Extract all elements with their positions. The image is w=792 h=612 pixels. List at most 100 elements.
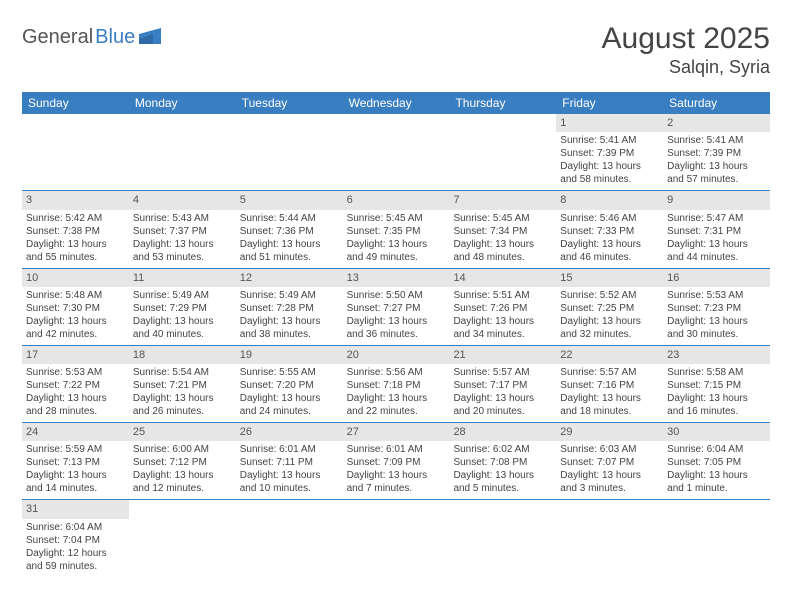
calendar-cell: 8Sunrise: 5:46 AMSunset: 7:33 PMDaylight… xyxy=(556,191,663,267)
calendar-cell: 22Sunrise: 5:57 AMSunset: 7:16 PMDayligh… xyxy=(556,346,663,422)
cell-body xyxy=(449,519,556,569)
sunset-text: Sunset: 7:27 PM xyxy=(347,302,446,315)
cell-body: Sunrise: 5:58 AMSunset: 7:15 PMDaylight:… xyxy=(663,364,770,422)
calendar-cell xyxy=(236,500,343,576)
daylight-text-2: and 3 minutes. xyxy=(560,482,659,495)
sunrise-text: Sunrise: 5:42 AM xyxy=(26,212,125,225)
day-header: Tuesday xyxy=(236,92,343,114)
daylight-text-1: Daylight: 13 hours xyxy=(667,315,766,328)
cell-body: Sunrise: 5:44 AMSunset: 7:36 PMDaylight:… xyxy=(236,210,343,268)
day-number: 13 xyxy=(343,269,450,287)
cell-body: Sunrise: 5:59 AMSunset: 7:13 PMDaylight:… xyxy=(22,441,129,499)
sunrise-text: Sunrise: 6:01 AM xyxy=(240,443,339,456)
daylight-text-1: Daylight: 13 hours xyxy=(667,392,766,405)
calendar-cell xyxy=(129,500,236,576)
day-number: 17 xyxy=(22,346,129,364)
cell-body: Sunrise: 5:47 AMSunset: 7:31 PMDaylight:… xyxy=(663,210,770,268)
cell-body: Sunrise: 6:01 AMSunset: 7:09 PMDaylight:… xyxy=(343,441,450,499)
day-number xyxy=(236,114,343,132)
calendar-cell: 21Sunrise: 5:57 AMSunset: 7:17 PMDayligh… xyxy=(449,346,556,422)
daylight-text-1: Daylight: 13 hours xyxy=(133,469,232,482)
day-number: 9 xyxy=(663,191,770,209)
day-number: 8 xyxy=(556,191,663,209)
cell-body xyxy=(663,519,770,569)
sunset-text: Sunset: 7:31 PM xyxy=(667,225,766,238)
sunrise-text: Sunrise: 5:59 AM xyxy=(26,443,125,456)
day-header: Monday xyxy=(129,92,236,114)
calendar-cell xyxy=(449,500,556,576)
calendar-cell: 5Sunrise: 5:44 AMSunset: 7:36 PMDaylight… xyxy=(236,191,343,267)
sunset-text: Sunset: 7:23 PM xyxy=(667,302,766,315)
calendar-cell: 28Sunrise: 6:02 AMSunset: 7:08 PMDayligh… xyxy=(449,423,556,499)
daylight-text-2: and 53 minutes. xyxy=(133,251,232,264)
sunrise-text: Sunrise: 5:43 AM xyxy=(133,212,232,225)
daylight-text-2: and 26 minutes. xyxy=(133,405,232,418)
daylight-text-1: Daylight: 13 hours xyxy=(133,392,232,405)
daylight-text-2: and 38 minutes. xyxy=(240,328,339,341)
cell-body: Sunrise: 5:41 AMSunset: 7:39 PMDaylight:… xyxy=(556,132,663,190)
cell-body: Sunrise: 5:42 AMSunset: 7:38 PMDaylight:… xyxy=(22,210,129,268)
cell-body: Sunrise: 5:41 AMSunset: 7:39 PMDaylight:… xyxy=(663,132,770,190)
daylight-text-1: Daylight: 13 hours xyxy=(240,469,339,482)
daylight-text-1: Daylight: 13 hours xyxy=(667,238,766,251)
day-number: 4 xyxy=(129,191,236,209)
daylight-text-2: and 12 minutes. xyxy=(133,482,232,495)
daylight-text-2: and 7 minutes. xyxy=(347,482,446,495)
daylight-text-1: Daylight: 13 hours xyxy=(667,469,766,482)
sunrise-text: Sunrise: 5:53 AM xyxy=(667,289,766,302)
cell-body xyxy=(129,519,236,569)
sunrise-text: Sunrise: 6:04 AM xyxy=(26,521,125,534)
day-number xyxy=(129,500,236,518)
sunset-text: Sunset: 7:21 PM xyxy=(133,379,232,392)
sunset-text: Sunset: 7:07 PM xyxy=(560,456,659,469)
sunrise-text: Sunrise: 5:45 AM xyxy=(347,212,446,225)
daylight-text-1: Daylight: 13 hours xyxy=(453,315,552,328)
daylight-text-1: Daylight: 13 hours xyxy=(133,238,232,251)
daylight-text-1: Daylight: 13 hours xyxy=(560,238,659,251)
daylight-text-2: and 28 minutes. xyxy=(26,405,125,418)
daylight-text-1: Daylight: 13 hours xyxy=(240,238,339,251)
sunrise-text: Sunrise: 5:45 AM xyxy=(453,212,552,225)
sunset-text: Sunset: 7:39 PM xyxy=(560,147,659,160)
sunset-text: Sunset: 7:30 PM xyxy=(26,302,125,315)
daylight-text-2: and 44 minutes. xyxy=(667,251,766,264)
day-number: 12 xyxy=(236,269,343,287)
day-number: 20 xyxy=(343,346,450,364)
calendar: SundayMondayTuesdayWednesdayThursdayFrid… xyxy=(22,92,770,577)
day-number: 28 xyxy=(449,423,556,441)
daylight-text-1: Daylight: 13 hours xyxy=(560,469,659,482)
daylight-text-2: and 58 minutes. xyxy=(560,173,659,186)
daylight-text-2: and 36 minutes. xyxy=(347,328,446,341)
week-row: 3Sunrise: 5:42 AMSunset: 7:38 PMDaylight… xyxy=(22,191,770,268)
sunset-text: Sunset: 7:26 PM xyxy=(453,302,552,315)
sunset-text: Sunset: 7:17 PM xyxy=(453,379,552,392)
day-header: Friday xyxy=(556,92,663,114)
header: General Blue August 2025 Salqin, Syria xyxy=(22,22,770,78)
day-number xyxy=(22,114,129,132)
sunset-text: Sunset: 7:25 PM xyxy=(560,302,659,315)
cell-body: Sunrise: 5:52 AMSunset: 7:25 PMDaylight:… xyxy=(556,287,663,345)
daylight-text-2: and 1 minute. xyxy=(667,482,766,495)
day-number: 7 xyxy=(449,191,556,209)
week-row: 10Sunrise: 5:48 AMSunset: 7:30 PMDayligh… xyxy=(22,269,770,346)
day-number xyxy=(556,500,663,518)
day-number: 16 xyxy=(663,269,770,287)
weeks-container: 1Sunrise: 5:41 AMSunset: 7:39 PMDaylight… xyxy=(22,114,770,577)
cell-body: Sunrise: 5:56 AMSunset: 7:18 PMDaylight:… xyxy=(343,364,450,422)
calendar-cell: 11Sunrise: 5:49 AMSunset: 7:29 PMDayligh… xyxy=(129,269,236,345)
sunset-text: Sunset: 7:12 PM xyxy=(133,456,232,469)
sunrise-text: Sunrise: 6:03 AM xyxy=(560,443,659,456)
sunset-text: Sunset: 7:37 PM xyxy=(133,225,232,238)
daylight-text-2: and 48 minutes. xyxy=(453,251,552,264)
title-location: Salqin, Syria xyxy=(602,57,770,78)
sunrise-text: Sunrise: 5:49 AM xyxy=(240,289,339,302)
sunrise-text: Sunrise: 5:55 AM xyxy=(240,366,339,379)
day-header: Wednesday xyxy=(343,92,450,114)
sunrise-text: Sunrise: 5:53 AM xyxy=(26,366,125,379)
daylight-text-1: Daylight: 13 hours xyxy=(26,392,125,405)
cell-body: Sunrise: 6:00 AMSunset: 7:12 PMDaylight:… xyxy=(129,441,236,499)
sunrise-text: Sunrise: 5:41 AM xyxy=(667,134,766,147)
sunset-text: Sunset: 7:39 PM xyxy=(667,147,766,160)
day-header-row: SundayMondayTuesdayWednesdayThursdayFrid… xyxy=(22,92,770,114)
sunset-text: Sunset: 7:36 PM xyxy=(240,225,339,238)
